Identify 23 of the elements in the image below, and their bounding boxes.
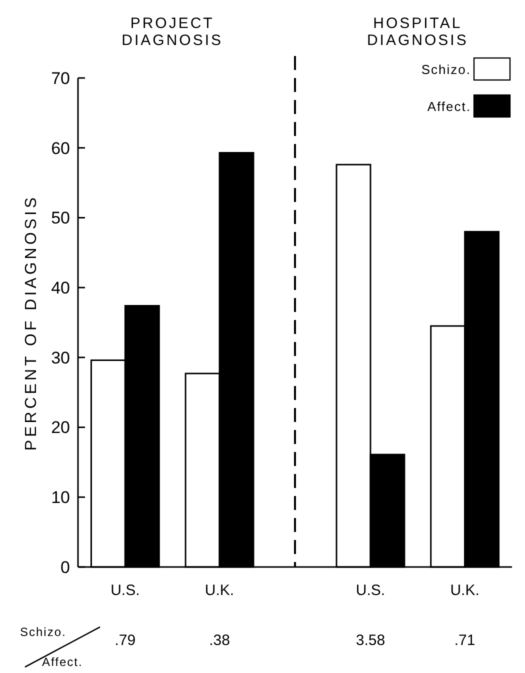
y-tick-label: 30 bbox=[51, 348, 70, 368]
text: Schizo. bbox=[20, 625, 66, 639]
y-tick-label: 0 bbox=[60, 558, 70, 577]
y-axis-title: PERCENT OF DIAGNOSIS bbox=[23, 194, 40, 451]
y-tick-label: 40 bbox=[51, 278, 70, 298]
y-tick-label: 20 bbox=[51, 418, 70, 438]
x-tick-label: U.K. bbox=[204, 582, 234, 599]
x-tick-label: U.S. bbox=[356, 582, 386, 599]
x-tick-label: U.K. bbox=[450, 582, 480, 599]
text: PROJECT DIAGNOSIS bbox=[122, 15, 224, 49]
legend-label: Schizo. bbox=[421, 62, 471, 77]
text: Affect. bbox=[42, 655, 83, 669]
y-tick-label: 10 bbox=[51, 488, 70, 508]
text: 3.58 bbox=[356, 632, 386, 649]
text: .79 bbox=[114, 632, 136, 649]
y-tick-label: 50 bbox=[51, 208, 70, 228]
text: HOSPITAL DIAGNOSIS bbox=[366, 15, 468, 49]
x-tick-label: U.S. bbox=[110, 582, 140, 599]
legend-label: Affect. bbox=[427, 99, 471, 114]
text: .71 bbox=[454, 632, 476, 649]
y-tick-label: 70 bbox=[51, 68, 70, 88]
text: .38 bbox=[209, 632, 230, 649]
y-tick-label: 60 bbox=[51, 138, 70, 158]
